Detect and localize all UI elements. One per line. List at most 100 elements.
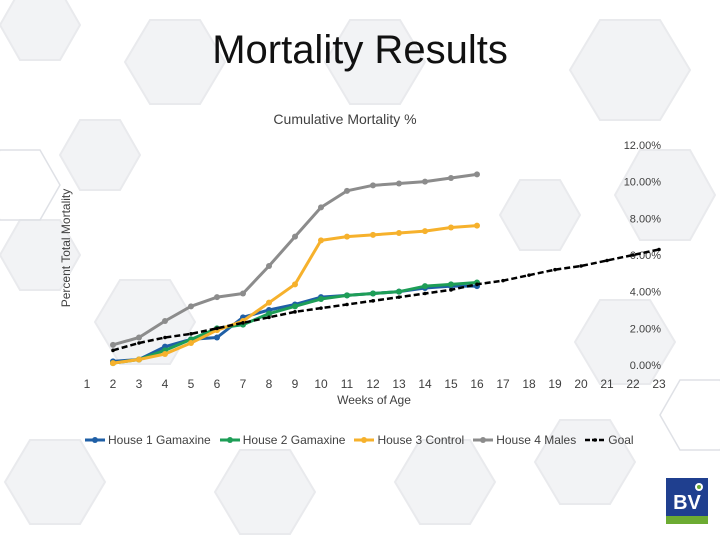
y-axis-label: Percent Total Mortality — [59, 189, 73, 308]
legend-label: House 2 Gamaxine — [242, 433, 346, 447]
data-point — [396, 180, 402, 187]
data-point — [163, 335, 167, 340]
x-tick-label: 6 — [214, 377, 221, 391]
x-tick-label: 15 — [444, 377, 458, 391]
series-house-4-males — [110, 171, 480, 348]
data-point — [214, 294, 220, 301]
data-point — [136, 334, 142, 341]
data-point — [501, 278, 505, 283]
data-point — [137, 341, 141, 345]
y-tick-label: 4.00% — [630, 287, 661, 299]
slide-title: Mortality Results — [212, 28, 508, 72]
chart-title: Cumulative Mortality % — [273, 111, 417, 127]
legend-swatch — [219, 437, 240, 443]
data-point — [474, 171, 480, 178]
data-point — [553, 267, 557, 272]
data-point — [448, 281, 454, 288]
data-point — [240, 290, 246, 297]
data-point — [657, 247, 661, 252]
series-line — [112, 248, 660, 352]
data-point — [631, 253, 635, 257]
x-tick-label: 10 — [314, 377, 328, 391]
data-point — [110, 360, 116, 367]
data-point — [371, 299, 375, 303]
x-tick-label: 21 — [600, 377, 614, 391]
y-tick-label: 10.00% — [624, 177, 662, 189]
data-point — [241, 321, 245, 325]
data-point — [267, 315, 271, 320]
x-tick-label: 20 — [574, 377, 588, 391]
legend-swatch — [473, 437, 494, 443]
legend-item: House 1 Gamaxine — [84, 432, 211, 448]
x-tick-label: 9 — [292, 377, 299, 391]
x-tick-label: 12 — [366, 377, 380, 391]
legend-label: House 4 Males — [496, 433, 577, 447]
x-tick-label: 23 — [652, 377, 666, 391]
legend-swatch — [585, 438, 606, 442]
legend-swatch — [354, 437, 375, 443]
legend-swatch — [85, 437, 105, 443]
data-point — [318, 296, 324, 302]
x-tick-label: 1 — [84, 377, 91, 391]
data-point — [111, 348, 115, 353]
data-point — [448, 175, 454, 181]
x-tick-label: 17 — [496, 377, 510, 391]
y-tick-label: 0.00% — [630, 360, 661, 372]
x-tick-label: 5 — [188, 377, 195, 391]
data-point — [266, 299, 272, 306]
x-tick-label: 2 — [110, 377, 117, 391]
legend-label: House 3 Control — [377, 433, 465, 447]
data-point — [292, 233, 298, 240]
data-point — [370, 182, 376, 189]
x-tick-label: 8 — [266, 377, 273, 391]
y-tick-label: 2.00% — [630, 323, 661, 335]
x-axis-label: Weeks of Age — [337, 393, 411, 407]
data-point — [292, 281, 298, 288]
data-point — [344, 292, 350, 299]
data-point — [293, 310, 297, 314]
x-tick-label: 7 — [240, 377, 247, 391]
data-point — [422, 228, 428, 235]
data-point — [370, 231, 376, 238]
data-point — [344, 233, 350, 240]
data-point — [475, 282, 479, 287]
y-tick-label: 8.00% — [630, 213, 661, 225]
data-point — [162, 318, 168, 324]
data-point — [344, 187, 350, 194]
x-tick-label: 4 — [162, 377, 169, 391]
data-point — [266, 263, 272, 269]
data-point — [527, 273, 531, 277]
data-point — [188, 340, 194, 346]
data-point — [579, 264, 583, 268]
data-point — [345, 302, 349, 307]
x-tick-label: 19 — [548, 377, 562, 391]
series-layer — [110, 171, 661, 367]
x-tick-label: 3 — [136, 377, 143, 391]
data-point — [448, 224, 454, 231]
data-point — [110, 341, 116, 348]
data-point — [188, 303, 194, 310]
data-point — [319, 306, 323, 310]
company-logo: BV — [666, 478, 708, 524]
data-point — [422, 178, 428, 185]
data-point — [162, 351, 168, 357]
data-point — [266, 310, 272, 317]
data-point — [422, 283, 428, 290]
data-point — [605, 258, 609, 263]
y-tick-label: 12.00% — [624, 140, 662, 152]
series-line — [112, 224, 478, 365]
x-tick-label: 13 — [392, 377, 406, 391]
data-point — [396, 230, 402, 236]
data-point — [292, 303, 298, 310]
x-tick-label: 18 — [522, 377, 536, 391]
data-point — [397, 295, 401, 299]
data-point — [189, 332, 193, 336]
chart-legend: House 1 Gamaxine House 2 Gamaxine House 3 … — [84, 432, 642, 448]
x-tick-label: 22 — [626, 377, 640, 391]
data-point — [318, 237, 324, 244]
data-point — [215, 326, 219, 331]
svg-text:BV: BV — [673, 492, 701, 514]
data-point — [449, 288, 453, 292]
data-point — [214, 334, 220, 341]
